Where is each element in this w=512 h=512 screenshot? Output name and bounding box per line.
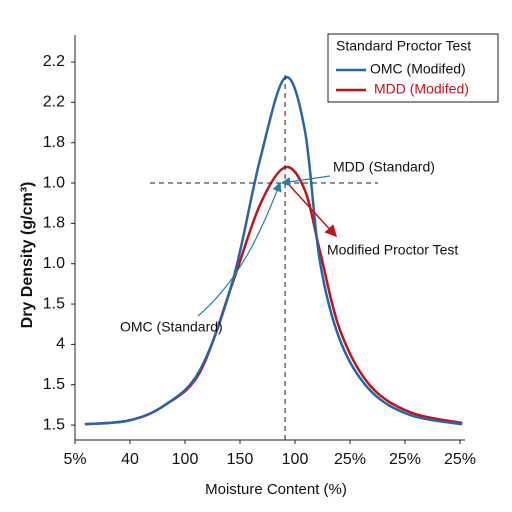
y-tick-label: 4 (56, 336, 65, 353)
legend-label: OMC (Modifed) (370, 61, 466, 77)
arrow (280, 175, 331, 187)
x-tick-label: 25% (444, 451, 476, 468)
line (84, 165, 463, 426)
y-tick-label: 1.0 (43, 174, 65, 191)
y-tick-label: 1.5 (43, 295, 65, 312)
x-tick-label: 25% (334, 451, 366, 468)
x-tick-label: 40 (121, 451, 139, 468)
legend-label: MDD (Modifed) (374, 81, 469, 97)
y-tick-label: 1.8 (43, 215, 65, 232)
y-tick-label: 1.5 (43, 416, 65, 433)
x-tick-label: 5% (63, 451, 86, 468)
arrow (289, 185, 338, 238)
x-tick-label: 25% (389, 451, 421, 468)
y-tick-label: 1.0 (43, 255, 65, 272)
y-tick-label: 1.8 (43, 134, 65, 151)
annotation: OMC (Standard) (120, 319, 223, 335)
annotation: MDD (Standard) (333, 159, 435, 175)
y-tick-label: 2.2 (43, 94, 65, 111)
y-tick-label: 1.5 (43, 376, 65, 393)
x-tick-label: 150 (227, 451, 254, 468)
y-axis-label: Dry Density (g/cm³) (19, 182, 36, 329)
x-tick-label: 100 (172, 451, 199, 468)
annotation: Modified Proctor Test (327, 242, 458, 258)
legend-title: Standard Proctor Test (336, 38, 471, 54)
x-axis-label: Moisture Content (%) (205, 481, 347, 498)
x-tick-label: 100 (282, 451, 309, 468)
arrow (197, 181, 282, 317)
y-tick-label: 2.2 (43, 53, 65, 70)
